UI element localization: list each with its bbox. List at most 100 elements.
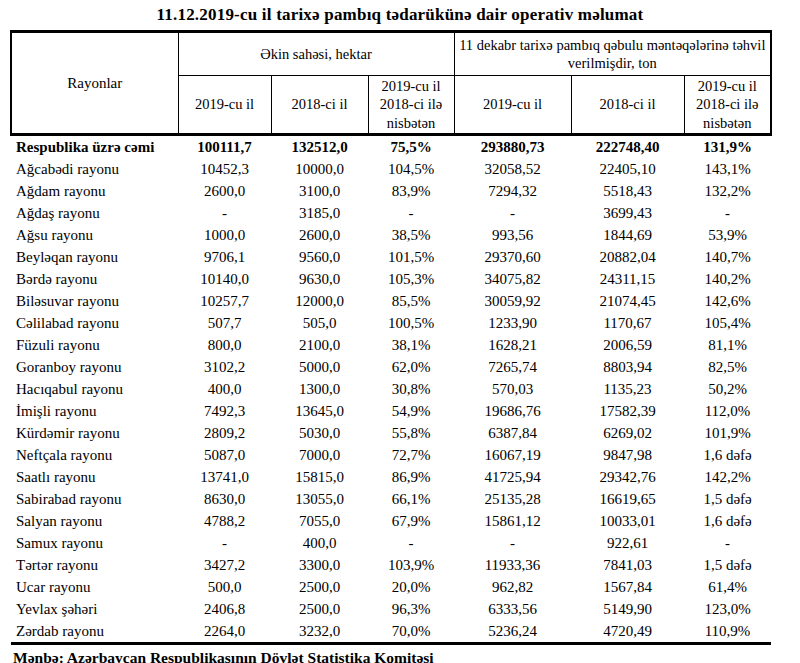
cell-value: 100,5% <box>368 312 454 334</box>
cell-value: 5518,43 <box>571 180 684 202</box>
district-name: Goranboy rayonu <box>11 356 178 378</box>
cell-value: 570,03 <box>454 378 571 400</box>
cell-value: 131,9% <box>684 135 771 159</box>
page-title: 11.12.2019-cu il tarixə pambıq tədarükün… <box>20 5 780 25</box>
cell-value: 1,6 dəfə <box>684 510 771 532</box>
cell-value: 104,5% <box>368 158 454 180</box>
table-row: Hacıqabul rayonu400,01300,030,8%570,0311… <box>11 378 771 400</box>
source-note: Mənbə: Azərbaycan Respublikasının Dövlət… <box>10 649 773 663</box>
table-row: Saatlı rayonu13741,015815,086,9%41725,94… <box>11 466 771 488</box>
cell-value: 16619,65 <box>571 488 684 510</box>
district-name: İmişli rayonu <box>11 400 178 422</box>
table-row: Ucar rayonu500,02500,020,0%962,821567,84… <box>11 576 771 598</box>
cell-value: 101,5% <box>368 246 454 268</box>
cell-value: 132,2% <box>684 180 771 202</box>
district-name: Samux rayonu <box>11 532 178 554</box>
table-row: Kürdəmir rayonu2809,25030,055,8%6387,846… <box>11 422 771 444</box>
table-row: Ağsu rayonu1000,02600,038,5%993,561844,6… <box>11 224 771 246</box>
table-row: Neftçala rayonu5087,07000,072,7%16067,19… <box>11 444 771 466</box>
cell-value: 2500,0 <box>271 576 368 598</box>
cell-value: 1170,67 <box>571 312 684 334</box>
cell-value: 2600,0 <box>271 224 368 246</box>
cell-value: 10000,0 <box>271 158 368 180</box>
cell-value: 53,9% <box>684 224 771 246</box>
cell-value: 400,0 <box>271 532 368 554</box>
table-row: İmişli rayonu7492,313645,054,9%19686,761… <box>11 400 771 422</box>
cell-value: - <box>178 202 271 224</box>
cell-value: 12000,0 <box>271 290 368 312</box>
cell-value: 75,5% <box>368 135 454 159</box>
cell-value: 50,2% <box>684 378 771 400</box>
cell-value: 86,9% <box>368 466 454 488</box>
cell-value: 7000,0 <box>271 444 368 466</box>
cell-value: 7492,3 <box>178 400 271 422</box>
district-name: Ağcabədi rayonu <box>11 158 178 180</box>
column-header-area-2019: 2019-cu il <box>178 76 271 135</box>
cell-value: 400,0 <box>178 378 271 400</box>
cell-value: 61,4% <box>684 576 771 598</box>
column-header-ton-2018: 2018-ci il <box>571 76 684 135</box>
cell-value: 20882,04 <box>571 246 684 268</box>
district-name: Sabirabad rayonu <box>11 488 178 510</box>
cotton-report-table: Rayonlar Əkin sahəsi, hektar 11 dekabr t… <box>10 30 772 645</box>
district-name: Ucar rayonu <box>11 576 178 598</box>
cell-value: 1233,90 <box>454 312 571 334</box>
cell-value: 21074,45 <box>571 290 684 312</box>
cell-value: 103,9% <box>368 554 454 576</box>
cell-value: 9706,1 <box>178 246 271 268</box>
district-name: Füzuli rayonu <box>11 334 178 356</box>
cell-value: 3102,2 <box>178 356 271 378</box>
cell-value: 9630,0 <box>271 268 368 290</box>
table-row: Bərdə rayonu10140,09630,0105,3%34075,822… <box>11 268 771 290</box>
cell-value: 38,5% <box>368 224 454 246</box>
cell-value: 9847,98 <box>571 444 684 466</box>
cell-value: 1300,0 <box>271 378 368 400</box>
cell-value: 5236,24 <box>454 620 571 644</box>
cell-value: 5000,0 <box>271 356 368 378</box>
table-body: Respublika üzrə cəmi100111,7132512,075,5… <box>11 135 771 644</box>
table-row: Zərdab rayonu2264,03232,070,0%5236,24472… <box>11 620 771 644</box>
cell-value: 293880,73 <box>454 135 571 159</box>
cell-value: 110,9% <box>684 620 771 644</box>
cell-value: 62,0% <box>368 356 454 378</box>
cell-value: 6269,02 <box>571 422 684 444</box>
cell-value: 507,7 <box>178 312 271 334</box>
cell-value: - <box>684 202 771 224</box>
cell-value: 1567,84 <box>571 576 684 598</box>
cell-value: 6333,56 <box>454 598 571 620</box>
column-header-ton-2019: 2019-cu il <box>454 76 571 135</box>
cell-value: 81,1% <box>684 334 771 356</box>
cell-value: 11933,36 <box>454 554 571 576</box>
table-row: Yevlax şəhəri2406,82500,096,3%6333,56514… <box>11 598 771 620</box>
cell-value: - <box>684 532 771 554</box>
district-name: Beyləqan rayonu <box>11 246 178 268</box>
table-row: Ağdaş rayonu-3185,0--3699,43- <box>11 202 771 224</box>
cell-value: 3427,2 <box>178 554 271 576</box>
cell-value: 30059,92 <box>454 290 571 312</box>
cell-value: 96,3% <box>368 598 454 620</box>
cell-value: 132512,0 <box>271 135 368 159</box>
cell-value: 143,1% <box>684 158 771 180</box>
cell-value: 70,0% <box>368 620 454 644</box>
table-row: Ağdam rayonu2600,03100,083,9%7294,325518… <box>11 180 771 202</box>
cell-value: 1135,23 <box>571 378 684 400</box>
cell-value: 82,5% <box>684 356 771 378</box>
cell-value: 13645,0 <box>271 400 368 422</box>
district-name: Bərdə rayonu <box>11 268 178 290</box>
cell-value: 7055,0 <box>271 510 368 532</box>
cell-value: 5030,0 <box>271 422 368 444</box>
cell-value: 222748,40 <box>571 135 684 159</box>
cell-value: 7265,74 <box>454 356 571 378</box>
cell-value: 800,0 <box>178 334 271 356</box>
cell-value: 30,8% <box>368 378 454 400</box>
cell-value: 2600,0 <box>178 180 271 202</box>
cell-value: 55,8% <box>368 422 454 444</box>
cell-value: 2100,0 <box>271 334 368 356</box>
cell-value: - <box>368 202 454 224</box>
cell-value: 5087,0 <box>178 444 271 466</box>
table-row: Goranboy rayonu3102,25000,062,0%7265,74 8… <box>11 356 771 378</box>
cell-value: 34075,82 <box>454 268 571 290</box>
cell-value: 10257,7 <box>178 290 271 312</box>
cell-value: 41725,94 <box>454 466 571 488</box>
district-name: Ağdam rayonu <box>11 180 178 202</box>
